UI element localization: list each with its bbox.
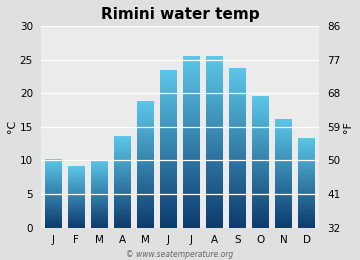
Y-axis label: °C: °C (7, 120, 17, 133)
Title: Rimini water temp: Rimini water temp (101, 7, 259, 22)
Text: © www.seatemperature.org: © www.seatemperature.org (126, 250, 234, 259)
Y-axis label: °F: °F (343, 121, 353, 133)
